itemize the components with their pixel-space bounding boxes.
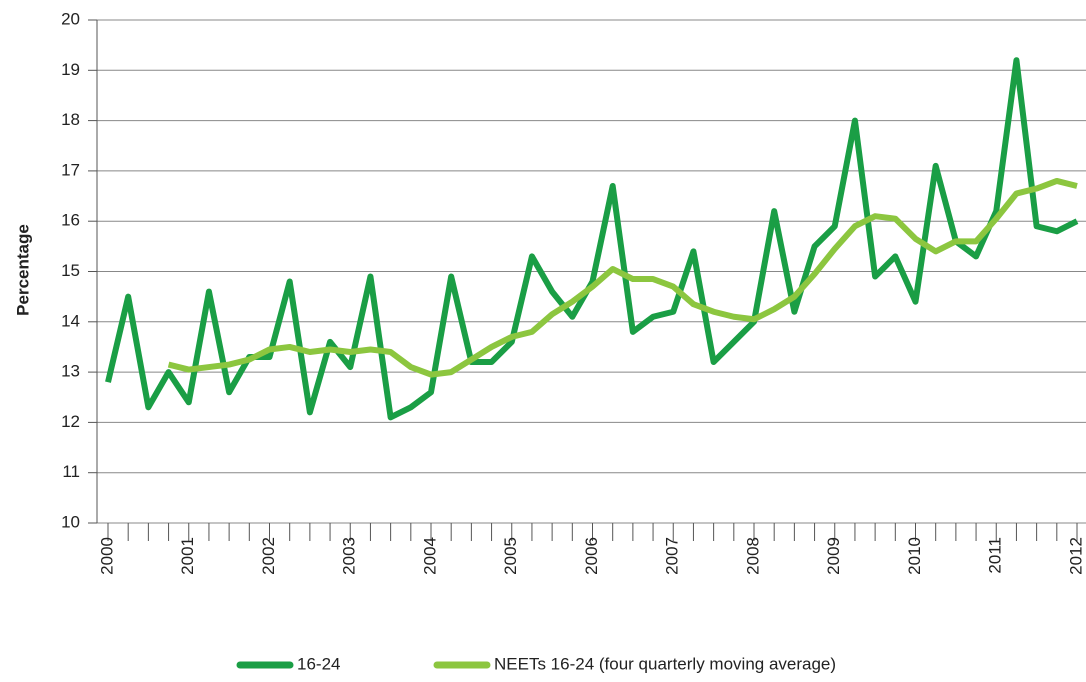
y-tick-label: 11 — [62, 462, 80, 481]
legend-label: 16-24 — [297, 654, 340, 673]
x-tick-label: 2003 — [340, 537, 359, 575]
x-tick-label: 2002 — [259, 537, 278, 575]
x-tick-label: 2009 — [824, 537, 843, 575]
x-tick-label: 2004 — [420, 537, 439, 575]
series-line — [167, 177, 1078, 378]
x-tick-label: 2001 — [178, 537, 197, 575]
y-tick-label: 16 — [61, 211, 80, 230]
x-tick-label: 2005 — [501, 537, 520, 575]
y-tick-label: 10 — [61, 512, 80, 531]
x-tick-label: 2012 — [1066, 537, 1085, 575]
y-tick-label: 12 — [61, 412, 80, 431]
y-tick-label: 19 — [61, 60, 80, 79]
y-tick-label: 17 — [61, 160, 80, 179]
x-tick-label: 2007 — [663, 537, 682, 575]
series-line — [105, 57, 1079, 421]
legend-label: NEETs 16-24 (four quarterly moving avera… — [494, 654, 836, 673]
x-tick-label: 2008 — [743, 537, 762, 575]
y-tick-label: 20 — [61, 9, 80, 28]
y-axis-label: Percentage — [13, 224, 32, 316]
x-tick-label: 2006 — [582, 537, 601, 575]
x-tick-label: 2000 — [97, 537, 116, 575]
y-tick-label: 13 — [61, 362, 80, 381]
x-tick-label: 2010 — [905, 537, 924, 575]
y-tick-label: 14 — [61, 311, 80, 330]
y-tick-label: 15 — [61, 261, 80, 280]
y-tick-label: 18 — [61, 110, 80, 129]
x-tick-label: 2011 — [986, 537, 1005, 574]
